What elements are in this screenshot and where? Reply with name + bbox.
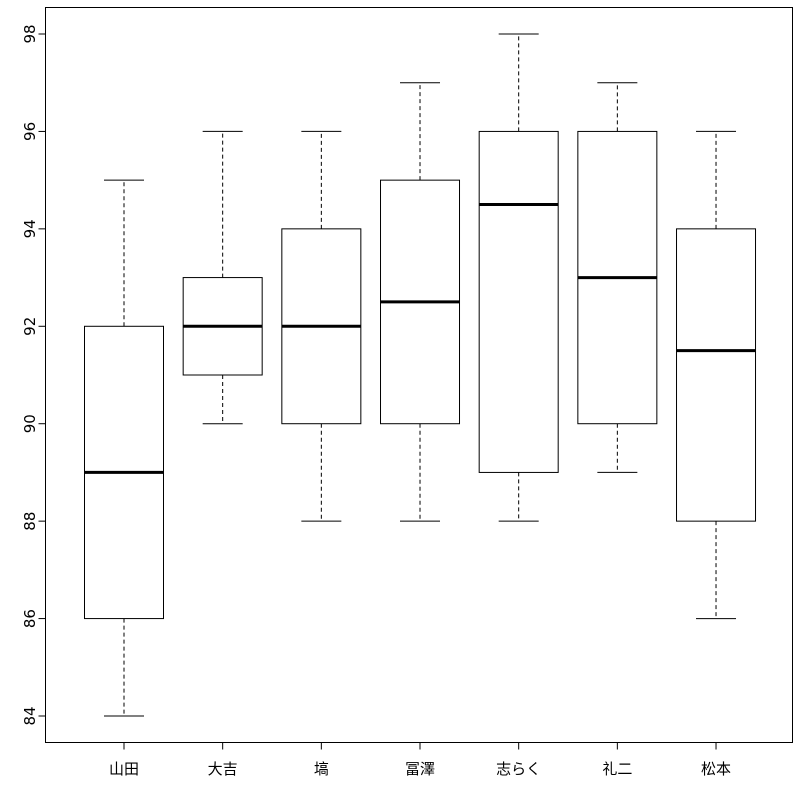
- x-category-label-7: 松本: [701, 760, 731, 778]
- x-category-label-5: 志らく: [496, 760, 541, 778]
- box-2: [182, 130, 263, 425]
- box-7: [676, 130, 757, 620]
- box-5: [478, 33, 559, 522]
- x-category-label-1: 山田: [109, 760, 139, 778]
- box-1: [84, 179, 164, 717]
- box-4: [380, 82, 461, 522]
- box-6: [577, 82, 658, 473]
- x-category-label-6: 礼二: [602, 760, 632, 778]
- y-tick-label-92: 92: [21, 317, 39, 336]
- y-tick-label-90: 90: [21, 414, 39, 433]
- y-tick-label-88: 88: [21, 512, 39, 531]
- x-category-label-2: 大吉: [208, 760, 238, 778]
- iqr-box: [676, 228, 757, 522]
- y-tick-label-94: 94: [21, 219, 39, 238]
- y-tick-label-84: 84: [21, 706, 39, 725]
- y-tick-label-98: 98: [21, 24, 39, 43]
- x-category-label-4: 冨澤: [405, 760, 435, 778]
- boxes: [84, 33, 757, 717]
- y-tick-label-86: 86: [21, 609, 39, 628]
- x-category-label-3: 塙: [314, 760, 329, 778]
- iqr-box: [478, 130, 559, 473]
- y-axis: 84 86 88 90 92 94 96 98: [21, 24, 46, 726]
- box-3: [281, 130, 362, 522]
- x-axis: 山田 大吉 塙 冨澤 志らく 礼二 松本: [109, 742, 731, 778]
- y-tick-label-96: 96: [21, 122, 39, 141]
